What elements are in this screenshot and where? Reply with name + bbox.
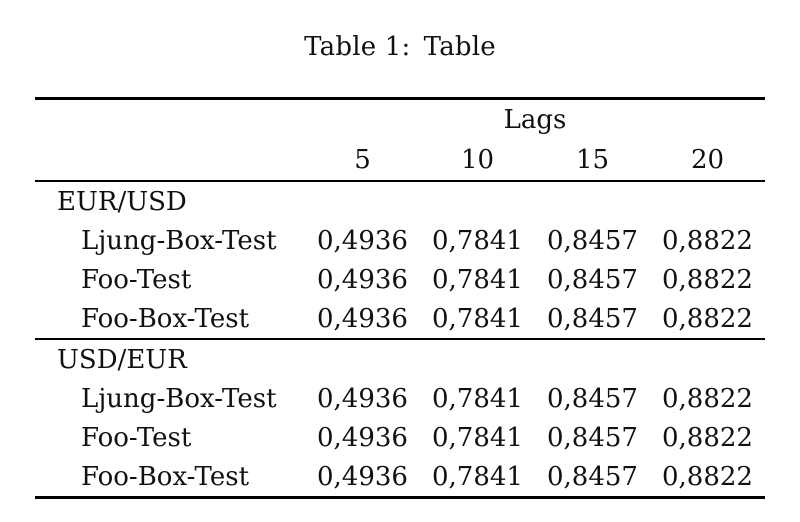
cell-value: 0,8822 xyxy=(662,383,753,414)
row-label: Ljung-Box-Test xyxy=(80,225,277,256)
column-header-lag-15: 15 xyxy=(534,140,650,182)
table-row: Foo-Box-Test 0,4936 0,7841 0,8457 0,8822 xyxy=(35,299,765,339)
table-row: Foo-Test 0,4936 0,7841 0,8457 0,8822 xyxy=(35,260,765,299)
cell-value: 0,8457 xyxy=(546,303,638,334)
cell-value: 0,4936 xyxy=(316,225,408,256)
cell-value: 0,7841 xyxy=(431,303,523,334)
cell-value: 0,8457 xyxy=(546,422,638,453)
cell-value: 0,7841 xyxy=(431,264,523,295)
column-header-lag-10: 10 xyxy=(419,140,535,182)
cell-value: 0,4936 xyxy=(316,461,408,492)
empty-header-cell xyxy=(34,140,305,182)
section-eur-usd: EUR/USD Ljung-Box-Test 0,4936 0,7841 0,8… xyxy=(34,180,765,339)
cell-value: 0,8457 xyxy=(546,264,638,295)
section-title-row: USD/EUR xyxy=(34,338,765,379)
cell-value: 0,4936 xyxy=(316,383,408,414)
row-label: Foo-Test xyxy=(80,264,192,295)
table-header: Lags 5 10 15 20 xyxy=(34,99,765,182)
cell-value: 0,4936 xyxy=(316,422,408,453)
section-title: EUR/USD xyxy=(34,180,765,221)
cell-value: 0,4936 xyxy=(316,303,408,334)
cell-value: 0,8457 xyxy=(546,225,638,256)
row-label: Foo-Box-Test xyxy=(80,303,250,334)
cell-value: 0,8822 xyxy=(662,461,753,492)
table-row: Ljung-Box-Test 0,4936 0,7841 0,8457 0,88… xyxy=(35,379,765,418)
row-label: Ljung-Box-Test xyxy=(80,383,277,414)
lags-group-header: Lags xyxy=(503,105,567,135)
results-table: Lags 5 10 15 20 EUR/USD Ljung-Box-Test 0… xyxy=(34,97,765,499)
cell-value: 0,7841 xyxy=(431,383,523,414)
table-row: Ljung-Box-Test 0,4936 0,7841 0,8457 0,88… xyxy=(35,221,765,260)
table-row: Foo-Test 0,4936 0,7841 0,8457 0,8822 xyxy=(35,418,765,457)
lags-group-header-row: Lags xyxy=(35,99,765,141)
cell-value: 0,8822 xyxy=(662,225,753,256)
row-label: Foo-Test xyxy=(80,422,192,453)
cell-value: 0,8457 xyxy=(546,461,638,492)
cell-value: 0,8457 xyxy=(546,383,638,414)
cell-value: 0,7841 xyxy=(431,225,523,256)
empty-header-cell xyxy=(35,99,305,141)
section-title: USD/EUR xyxy=(34,338,765,379)
cell-value: 0,8822 xyxy=(662,264,753,295)
cell-value: 0,7841 xyxy=(431,422,523,453)
row-label: Foo-Box-Test xyxy=(80,461,250,492)
cell-value: 0,8822 xyxy=(662,303,753,334)
lag-columns-header-row: 5 10 15 20 xyxy=(34,140,765,182)
section-title-row: EUR/USD xyxy=(34,180,765,221)
cell-value: 0,4936 xyxy=(316,264,408,295)
column-header-lag-5: 5 xyxy=(304,140,420,182)
cell-value: 0,8822 xyxy=(662,422,753,453)
cell-value: 0,7841 xyxy=(431,461,523,492)
table-caption: Table 1: Table xyxy=(304,32,496,62)
table-row: Foo-Box-Test 0,4936 0,7841 0,8457 0,8822 xyxy=(35,457,765,498)
section-usd-eur: USD/EUR Ljung-Box-Test 0,4936 0,7841 0,8… xyxy=(34,338,765,498)
column-header-lag-20: 20 xyxy=(649,140,765,182)
